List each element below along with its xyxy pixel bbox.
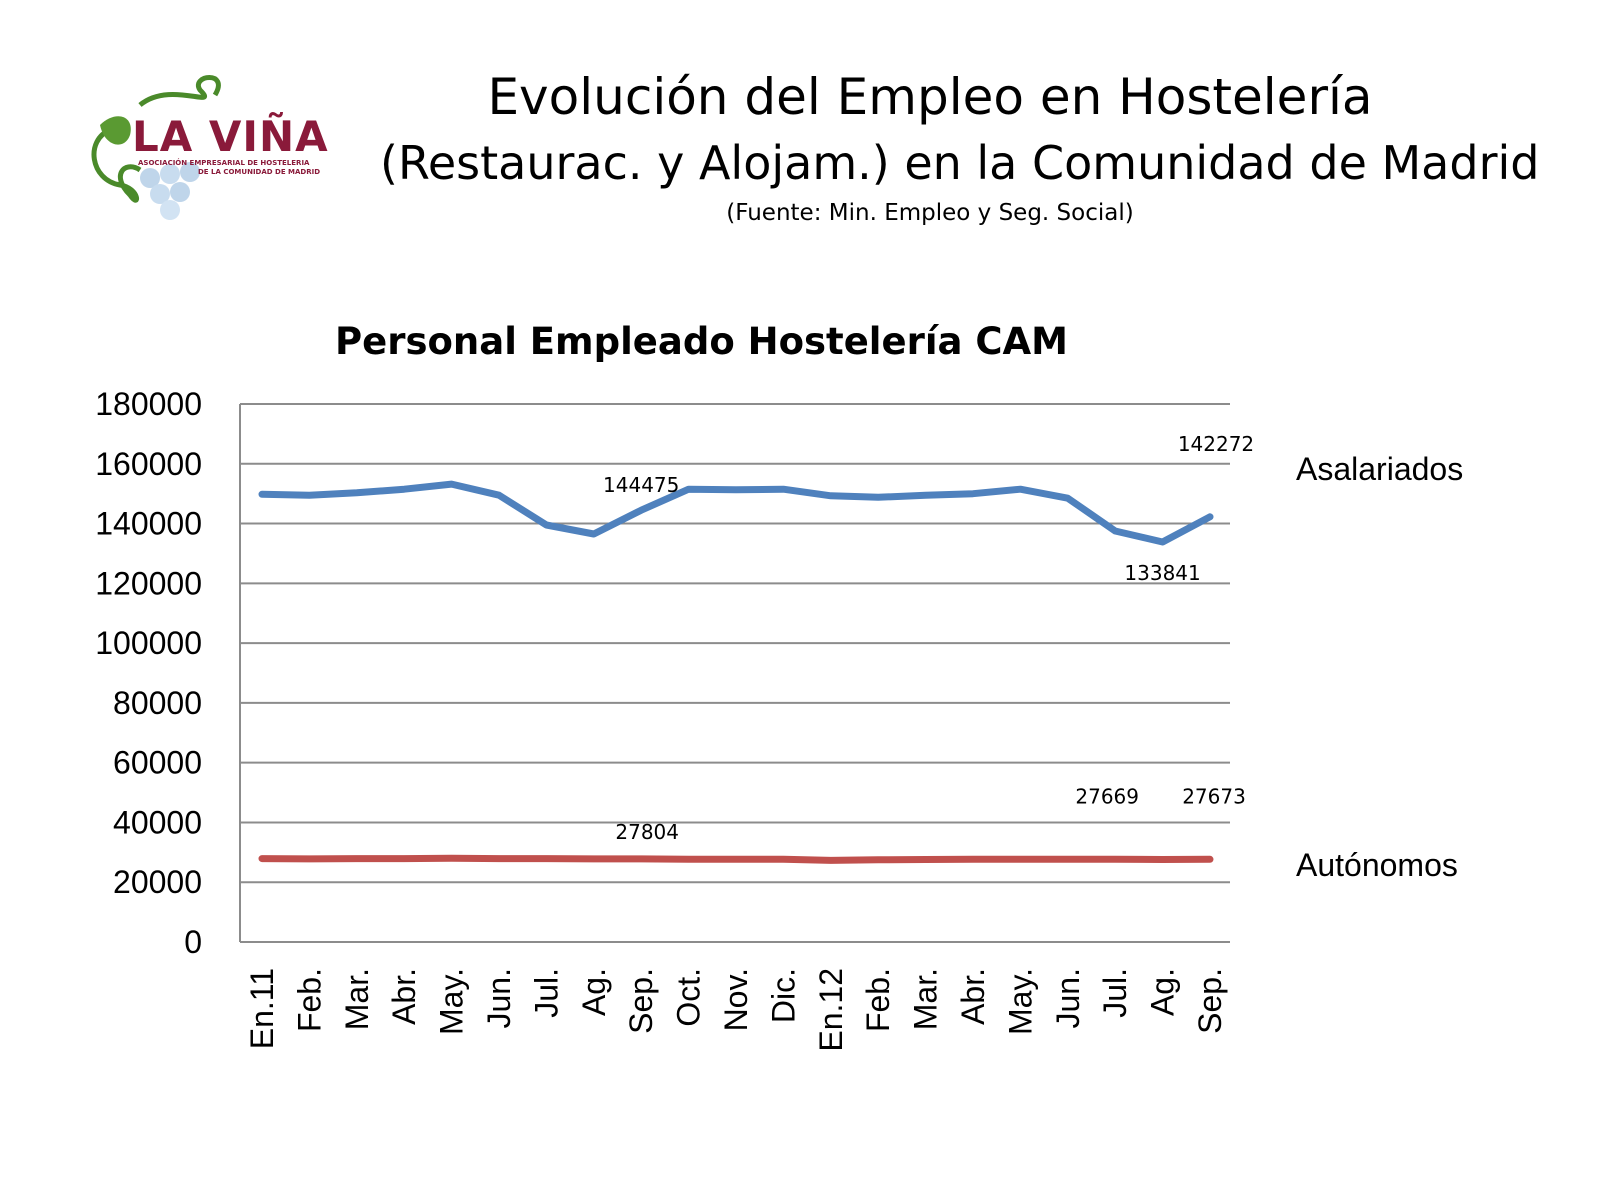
data-label: 27669 bbox=[1075, 784, 1139, 808]
logo-subtitle: DE LA COMUNIDAD DE MADRID bbox=[198, 168, 321, 176]
y-tick-label: 40000 bbox=[113, 804, 202, 840]
x-tick-label: Sep. bbox=[1192, 968, 1228, 1034]
data-label: 144475 bbox=[603, 473, 679, 497]
x-tick-label: Jun. bbox=[481, 968, 517, 1028]
x-tick-label: Abr. bbox=[955, 968, 991, 1025]
y-tick-label: 100000 bbox=[95, 625, 202, 661]
x-tick-label: May. bbox=[434, 968, 470, 1035]
y-tick-label: 120000 bbox=[95, 565, 202, 601]
x-tick-label: May. bbox=[1002, 968, 1038, 1035]
x-tick-label: Ag. bbox=[576, 968, 612, 1016]
data-label: 27804 bbox=[615, 820, 679, 844]
x-tick-label: Abr. bbox=[386, 968, 422, 1025]
page-title: Evolución del Empleo en Hostelería bbox=[487, 68, 1373, 126]
x-tick-label: Feb. bbox=[860, 968, 896, 1032]
x-tick-label: Nov. bbox=[718, 968, 754, 1031]
data-label: 142272 bbox=[1178, 432, 1254, 456]
x-tick-label: Ag. bbox=[1145, 968, 1181, 1016]
logo-name: LA VIÑA bbox=[132, 112, 329, 161]
x-tick-label: Feb. bbox=[291, 968, 327, 1032]
page-subtitle: (Restaurac. y Alojam.) en la Comunidad d… bbox=[380, 136, 1540, 190]
x-tick-label: Jul. bbox=[1097, 968, 1133, 1018]
y-tick-label: 20000 bbox=[113, 864, 202, 900]
series-label: Autónomos bbox=[1296, 847, 1458, 883]
chart-title: Personal Empleado Hostelería CAM bbox=[335, 320, 1068, 363]
x-tick-label: Mar. bbox=[908, 968, 944, 1030]
y-tick-label: 80000 bbox=[113, 685, 202, 721]
x-tick-label: Jun. bbox=[1050, 968, 1086, 1028]
x-tick-label: Jul. bbox=[528, 968, 564, 1018]
logo-subtitle: ASOCIACIÓN EMPRESARIAL DE HOSTELERIA bbox=[138, 159, 310, 167]
y-tick-label: 180000 bbox=[95, 386, 202, 422]
y-tick-label: 60000 bbox=[113, 745, 202, 781]
data-label: 27673 bbox=[1182, 784, 1246, 808]
source-note: (Fuente: Min. Empleo y Seg. Social) bbox=[726, 200, 1134, 226]
grape-vine-icon bbox=[91, 75, 221, 220]
series-line-asalariados bbox=[258, 480, 1214, 546]
x-tick-label: En.11 bbox=[244, 968, 280, 1049]
y-tick-label: 0 bbox=[184, 924, 202, 960]
la-vina-logo: LA VIÑA ASOCIACIÓN EMPRESARIAL DE HOSTEL… bbox=[80, 70, 340, 230]
series-label: Asalariados bbox=[1296, 451, 1463, 487]
y-tick-label: 140000 bbox=[95, 506, 202, 542]
x-tick-label: Dic. bbox=[765, 968, 801, 1023]
series-line-autonomos bbox=[258, 854, 1214, 864]
data-label: 133841 bbox=[1124, 561, 1200, 585]
x-tick-label: Mar. bbox=[339, 968, 375, 1030]
x-tick-label: Sep. bbox=[623, 968, 659, 1034]
y-tick-label: 160000 bbox=[95, 446, 202, 482]
x-tick-label: En.12 bbox=[813, 968, 849, 1052]
x-tick-label: Oct. bbox=[671, 968, 707, 1027]
